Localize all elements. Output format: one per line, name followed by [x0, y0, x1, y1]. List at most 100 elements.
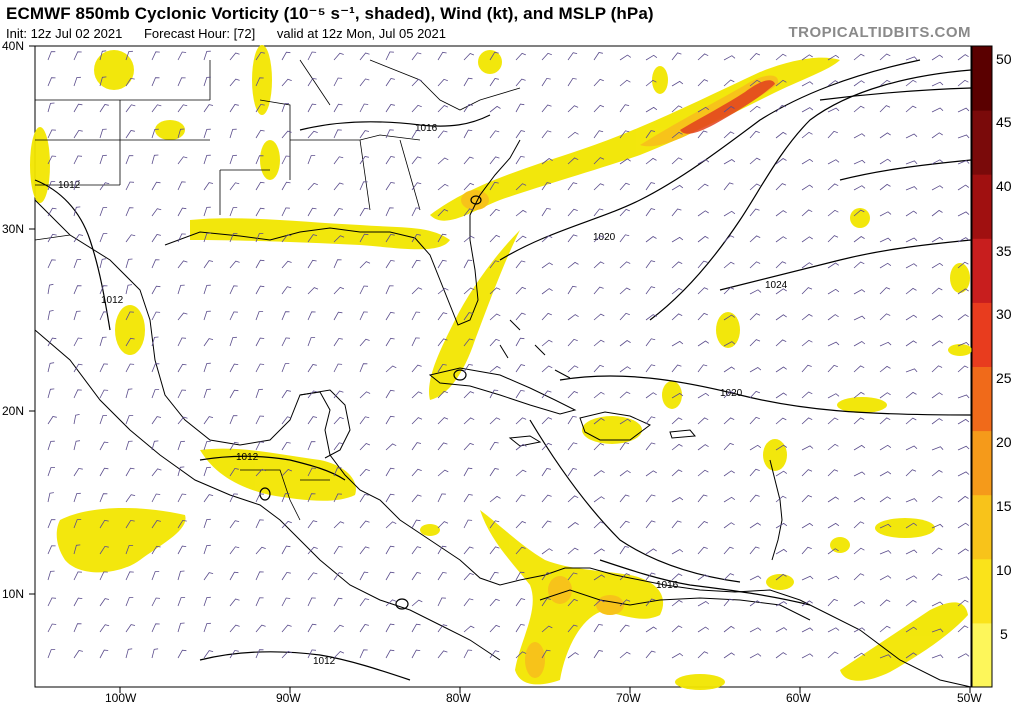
- wind-barb: [125, 337, 135, 347]
- wind-barb: [73, 650, 83, 659]
- wind-barb: [385, 389, 395, 399]
- wind-barb: [801, 653, 814, 659]
- wind-barb: [697, 130, 708, 139]
- wind-barb: [99, 207, 108, 217]
- wind-barb: [229, 649, 239, 659]
- wind-barb: [541, 288, 553, 295]
- wind-barb: [359, 130, 370, 139]
- wind-barb: [47, 181, 56, 191]
- wind-barb: [749, 627, 762, 633]
- wind-barb: [489, 495, 501, 503]
- wind-barb: [359, 416, 370, 425]
- wind-barb: [853, 236, 865, 243]
- wind-barb: [437, 650, 448, 659]
- wind-barb: [905, 237, 918, 243]
- wind-barb: [671, 469, 683, 477]
- wind-barb: [463, 235, 475, 243]
- wind-barb: [489, 520, 500, 529]
- wind-barb: [411, 156, 422, 165]
- wind-barb: [567, 338, 578, 347]
- wind-barb: [827, 651, 839, 659]
- wind-barb: [359, 156, 369, 165]
- wind-barb: [931, 262, 944, 269]
- wind-barb: [723, 366, 736, 373]
- wind-barb: [515, 337, 525, 347]
- wind-barb: [125, 545, 134, 555]
- wind-barb: [541, 182, 552, 191]
- wind-barb: [307, 207, 317, 217]
- wind-barb: [437, 545, 447, 555]
- wind-barb: [255, 468, 266, 477]
- wind-barb: [99, 649, 109, 659]
- wind-barb: [411, 79, 423, 87]
- wind-barb: [697, 106, 710, 113]
- wind-barb: [723, 546, 734, 555]
- wind-barb: [255, 181, 265, 191]
- wind-barb: [853, 133, 866, 139]
- wind-barb: [879, 313, 891, 321]
- wind-barb: [411, 207, 420, 217]
- wind-barb: [255, 519, 264, 529]
- wind-barb: [645, 470, 657, 477]
- wind-barb: [671, 236, 684, 243]
- wind-barb: [775, 104, 786, 113]
- isobar-label: 1024: [765, 280, 788, 291]
- wind-barb: [931, 159, 944, 165]
- wind-barb: [125, 648, 133, 659]
- wind-barb: [73, 51, 82, 61]
- wind-barb: [489, 287, 501, 295]
- wind-barb: [957, 394, 970, 399]
- wind-barb: [203, 154, 211, 165]
- wind-barb: [73, 414, 80, 425]
- wind-barb: [619, 651, 631, 659]
- coastline-gulf: [34, 199, 972, 688]
- wind-barb: [671, 443, 683, 451]
- wind-barb: [411, 572, 421, 581]
- wind-barb: [801, 364, 812, 373]
- wind-barb: [879, 471, 892, 477]
- wind-barb: [541, 572, 552, 581]
- wind-barb: [281, 103, 290, 113]
- wind-barb: [463, 312, 474, 321]
- wind-barb: [697, 574, 709, 581]
- wind-barb: [905, 133, 918, 139]
- wind-barb: [697, 626, 710, 633]
- wind-barb: [151, 571, 160, 581]
- wind-barb: [255, 155, 264, 165]
- wind-barb: [73, 310, 81, 321]
- wind-barb: [125, 494, 136, 503]
- wind-barb: [177, 622, 185, 633]
- wind-barb: [411, 364, 422, 373]
- wind-barb: [99, 363, 108, 373]
- wind-barb: [827, 575, 840, 581]
- colorbar-label: 20: [996, 434, 1012, 450]
- vorticity-blob: [837, 397, 887, 413]
- wind-barb: [333, 467, 342, 477]
- wind-barb: [281, 650, 293, 659]
- wind-barb: [307, 259, 317, 269]
- wind-barb: [151, 259, 160, 269]
- wind-barb: [801, 575, 814, 581]
- wind-barb: [125, 440, 133, 451]
- wind-barb: [47, 207, 57, 217]
- coastline-us-gulf: [164, 139, 521, 326]
- wind-barb: [697, 183, 709, 191]
- wind-barb: [177, 51, 187, 61]
- vorticity-band-fl: [429, 230, 520, 400]
- wind-barb: [359, 493, 369, 503]
- wind-barb: [281, 286, 292, 295]
- wind-barb: [333, 77, 343, 87]
- wind-barb: [411, 494, 422, 503]
- wind-barb: [359, 363, 368, 373]
- wind-barb: [541, 468, 551, 477]
- wind-barb: [281, 234, 292, 243]
- wind-barb: [489, 546, 500, 555]
- wind-barb: [593, 104, 605, 113]
- wind-barb: [255, 285, 265, 295]
- wind-barb: [801, 627, 814, 633]
- wind-barb: [827, 235, 839, 243]
- wind-barb: [203, 572, 214, 581]
- wind-barb: [749, 208, 760, 217]
- wind-barb: [255, 493, 264, 503]
- wind-barb: [125, 311, 134, 321]
